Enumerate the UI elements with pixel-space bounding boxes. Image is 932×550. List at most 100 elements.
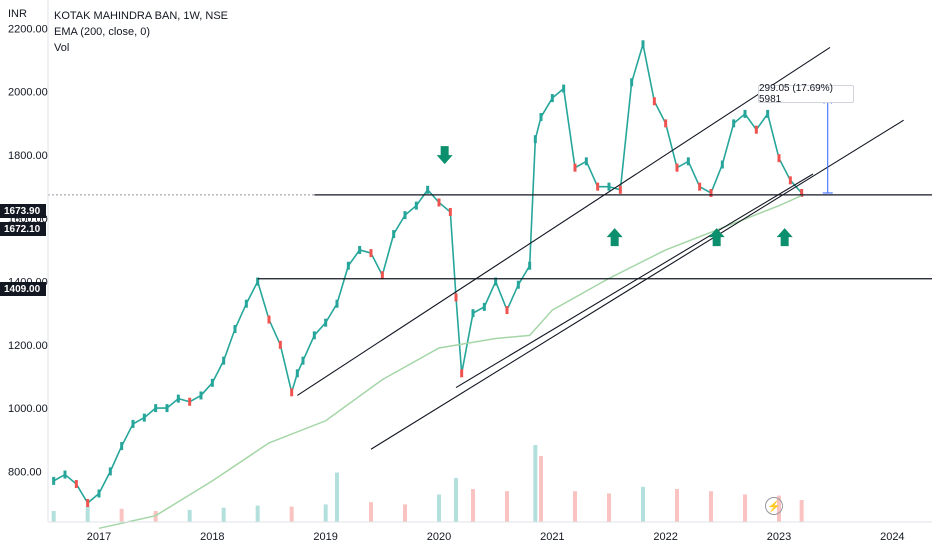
volume-bar	[471, 489, 475, 522]
candle	[369, 249, 373, 258]
volume-bar	[709, 491, 713, 522]
candle	[539, 113, 543, 122]
candle	[777, 154, 781, 163]
candle	[652, 97, 656, 106]
x-tick-label: 2021	[540, 531, 564, 543]
candle	[584, 157, 588, 166]
volume-bar	[539, 456, 543, 522]
volume-bar	[289, 506, 294, 522]
candle	[74, 480, 78, 489]
volume-bar	[437, 494, 441, 522]
candle	[380, 271, 384, 280]
candle	[346, 261, 350, 270]
indicator-ema[interactable]: EMA (200, close, 0)	[54, 26, 150, 38]
drawing-tools	[48, 46, 932, 450]
candle	[199, 391, 203, 400]
price-line	[53, 44, 803, 505]
arrow-down-icon	[436, 146, 453, 165]
y-tick-label: 2200.00	[8, 23, 48, 35]
candle	[301, 356, 305, 365]
candle	[573, 163, 577, 172]
candle	[482, 302, 486, 311]
candle	[664, 119, 668, 128]
candle	[131, 419, 135, 428]
volume-bar	[255, 505, 260, 522]
x-tick-label: 2020	[427, 531, 451, 543]
candle	[607, 182, 611, 191]
candle	[709, 188, 713, 197]
candle	[403, 211, 407, 220]
volume-bar	[533, 445, 538, 522]
arrow-up-icon	[776, 228, 793, 247]
candle	[233, 325, 237, 334]
candle	[290, 388, 294, 397]
candle	[426, 185, 430, 194]
volume-bar	[119, 508, 124, 522]
price-series	[52, 40, 804, 530]
tradingview-logo-icon[interactable]: ⚡	[765, 497, 783, 515]
volume-bar	[454, 478, 458, 522]
x-tick-label: 2022	[653, 531, 677, 543]
candle	[454, 293, 458, 302]
candle	[335, 299, 339, 308]
volume-bar	[403, 504, 407, 522]
candle	[698, 182, 702, 191]
candle	[630, 78, 634, 87]
volume-bar	[221, 507, 226, 522]
volume-bar	[505, 491, 509, 522]
candle	[358, 245, 362, 254]
candle	[165, 404, 169, 413]
y-tick-label: 2000.00	[8, 87, 48, 99]
volume-bar	[607, 493, 611, 522]
y-tick-label: 1800.00	[8, 150, 48, 162]
candle	[533, 135, 537, 144]
candle	[505, 306, 509, 315]
candle	[392, 230, 396, 239]
chart-legend: KOTAK MAHINDRA BAN, 1W, NSE EMA (200, cl…	[54, 8, 228, 56]
candle	[52, 476, 56, 485]
ema-line	[98, 194, 802, 530]
currency-label: INR	[8, 8, 27, 20]
candle	[120, 442, 124, 451]
volume-bar	[335, 472, 339, 522]
volume-bar	[369, 502, 373, 522]
candle	[267, 315, 271, 324]
symbol-title[interactable]: KOTAK MAHINDRA BAN, 1W, NSE	[54, 10, 228, 22]
candle	[618, 185, 622, 194]
candle	[641, 40, 645, 49]
y-tick-label: 800.00	[8, 466, 42, 478]
volume-bar	[743, 494, 747, 522]
candle	[142, 413, 146, 422]
y-tick-label: 1000.00	[8, 403, 48, 415]
candle	[256, 277, 260, 286]
volume-bar	[85, 506, 90, 522]
x-tick-label: 2023	[767, 531, 791, 543]
indicator-volume[interactable]: Vol	[54, 42, 70, 54]
candle	[154, 404, 158, 413]
volume-bars	[51, 445, 804, 522]
candle	[210, 378, 214, 387]
candle	[675, 163, 679, 172]
price-tag-upper: 1673.90	[0, 204, 46, 218]
candle	[528, 261, 532, 270]
x-tick-label: 2018	[200, 531, 224, 543]
channel-line	[297, 46, 831, 396]
candle	[494, 277, 498, 286]
price-tag-support: 1409.00	[0, 282, 46, 296]
candle	[63, 470, 67, 479]
candle	[324, 318, 328, 327]
channel-line	[455, 173, 814, 389]
candle	[562, 84, 566, 93]
candle	[188, 397, 192, 406]
candle	[550, 94, 554, 103]
candle	[596, 182, 600, 191]
candle	[800, 188, 804, 197]
candle	[312, 331, 316, 340]
candle	[448, 207, 452, 216]
channel-line	[370, 119, 904, 450]
volume-bar	[573, 491, 577, 522]
measurement-label: 299.05 (17.69%) 5981	[758, 83, 854, 105]
candle	[766, 109, 770, 118]
candle	[788, 176, 792, 185]
candle	[108, 467, 112, 476]
